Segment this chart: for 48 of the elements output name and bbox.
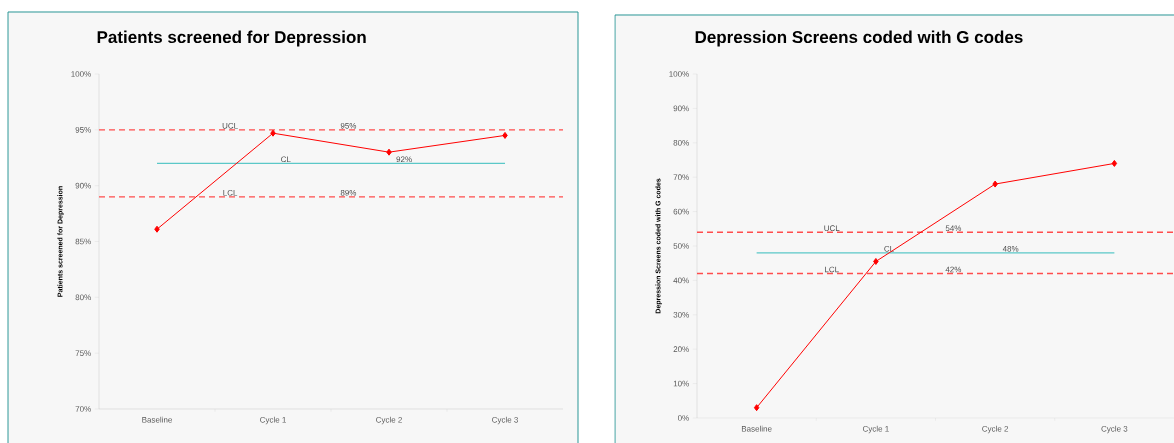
annotation: 89% <box>340 189 357 196</box>
x-tick-label: Baseline <box>741 425 772 432</box>
y-tick-label: 80% <box>75 294 91 301</box>
x-tick-label: Cycle 1 <box>862 425 889 434</box>
chart-title: Depression Screens coded with G codes <box>695 30 1023 47</box>
annotation: 42% <box>945 266 962 273</box>
x-tick-label: Cycle 2 <box>982 425 1009 434</box>
y-tick-label: 10% <box>673 380 689 387</box>
point <box>154 225 160 233</box>
point <box>873 257 879 265</box>
y-tick-label: 95% <box>75 127 91 133</box>
y-tick-label: 70% <box>673 174 689 181</box>
y-tick-label: 30% <box>673 311 689 318</box>
annotation: 95% <box>340 122 357 129</box>
ref-line-label: LCL <box>825 266 839 273</box>
point <box>753 404 760 412</box>
chart-title: Patients screened for Depression <box>97 30 366 47</box>
point <box>270 129 276 137</box>
y-tick-label: 100% <box>71 71 91 77</box>
y-tick-label: 0% <box>677 415 689 421</box>
x-tick-label: Cycle 1 <box>260 416 286 425</box>
x-tick-label: Cycle 3 <box>492 416 518 425</box>
y-tick-label: 20% <box>673 346 689 353</box>
y-tick-label: 40% <box>673 277 689 284</box>
ref-line-label: CL <box>884 246 894 252</box>
point <box>992 180 998 188</box>
y-tick-label: 85% <box>75 238 91 245</box>
ref-line-label: LCL <box>223 189 238 196</box>
point <box>386 148 392 156</box>
point <box>1111 159 1118 167</box>
x-tick-label: Cycle 2 <box>376 416 402 425</box>
ref-line-label: UCL <box>824 225 840 232</box>
y-tick-label: 60% <box>673 208 689 215</box>
y-tick-label: 100% <box>669 71 689 77</box>
ref-line-label: UCL <box>222 122 238 129</box>
annotation: 54% <box>945 225 962 232</box>
y-tick-label: 90% <box>673 105 689 112</box>
annotation: 92% <box>396 156 412 163</box>
y-tick-label: 80% <box>673 139 689 146</box>
y-tick-label: 50% <box>673 243 689 249</box>
x-tick-label: Cycle 3 <box>1101 425 1128 434</box>
annotation: 48% <box>1002 246 1019 252</box>
x-tick-label: Baseline <box>142 416 172 423</box>
point <box>502 131 508 139</box>
y-tick-label: 75% <box>75 350 91 356</box>
ref-line-label: CL <box>281 156 291 163</box>
y-tick-label: 90% <box>75 182 91 189</box>
y-tick-label: 70% <box>75 406 91 412</box>
